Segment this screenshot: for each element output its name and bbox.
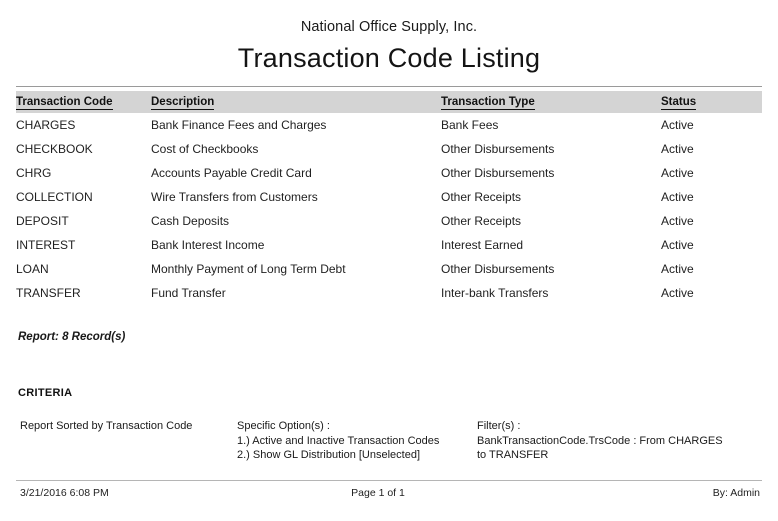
cell-status: Active [661,238,694,252]
cell-status: Active [661,190,694,204]
column-header-label: Description [151,96,215,110]
record-count: Report: 8 Record(s) [18,331,126,343]
column-header-status[interactable]: Status [661,91,762,113]
criteria-sort-column: Report Sorted by Transaction Code [20,419,230,434]
cell-description: Accounts Payable Credit Card [151,166,312,180]
table-row: LOAN Monthly Payment of Long Term Debt O… [16,257,762,281]
cell-transaction-code: INTEREST [16,238,76,252]
table-body: CHARGES Bank Finance Fees and Charges Ba… [16,113,762,305]
footer-author: By: Admin [712,487,760,499]
company-name: National Office Supply, Inc. [300,19,478,35]
cell-transaction-code: CHECKBOOK [16,142,93,156]
cell-transaction-code: COLLECTION [16,190,93,204]
footer-page-number: Page 1 of 1 [351,487,405,499]
table-row: CHRG Accounts Payable Credit Card Other … [16,161,762,185]
cell-description: Cost of Checkbooks [151,142,259,156]
criteria-option-1: 1.) Active and Inactive Transaction Code… [237,434,440,447]
cell-status: Active [661,118,694,132]
footer-divider [16,480,762,481]
criteria-options-column: Specific Option(s) : 1.) Active and Inac… [237,419,462,463]
cell-description: Wire Transfers from Customers [151,190,318,204]
title-divider [16,86,762,87]
cell-description: Bank Interest Income [151,238,265,252]
column-header-description[interactable]: Description [151,91,441,113]
cell-status: Active [661,262,694,276]
criteria-options-label: Specific Option(s) : [237,420,330,432]
cell-transaction-code: CHRG [16,166,52,180]
table-row: COLLECTION Wire Transfers from Customers… [16,185,762,209]
cell-transaction-type: Bank Fees [441,118,499,132]
footer-timestamp: 3/21/2016 6:08 PM [20,487,109,499]
table-header: Transaction Code Description Transaction… [16,91,762,113]
cell-description: Fund Transfer [151,286,226,300]
transaction-table-container: Transaction Code Description Transaction… [16,91,762,305]
cell-status: Active [661,166,694,180]
cell-transaction-code: LOAN [16,262,49,276]
cell-description: Cash Deposits [151,214,230,228]
cell-status: Active [661,214,694,228]
criteria-filters-label: Filter(s) : [477,420,521,432]
column-header-label: Status [661,96,697,110]
report-header: National Office Supply, Inc. Transaction… [0,0,778,75]
cell-status: Active [661,286,694,300]
cell-description: Bank Finance Fees and Charges [151,118,327,132]
criteria-option-2: 2.) Show GL Distribution [Unselected] [237,449,421,461]
table-row: TRANSFER Fund Transfer Inter-bank Transf… [16,281,762,305]
cell-transaction-type: Other Receipts [441,190,522,204]
criteria-filter-line-2: to TRANSFER [477,449,549,461]
cell-status: Active [661,142,694,156]
column-header-transaction-type[interactable]: Transaction Type [441,91,661,113]
column-header-label: Transaction Code [16,96,113,110]
cell-transaction-code: DEPOSIT [16,214,69,228]
report-footer: 3/21/2016 6:08 PM Page 1 of 1 By: Admin [16,487,762,503]
cell-transaction-code: CHARGES [16,118,76,132]
table-row: DEPOSIT Cash Deposits Other Receipts Act… [16,209,762,233]
criteria-columns: Report Sorted by Transaction Code Specif… [0,419,778,477]
table-header-row: Transaction Code Description Transaction… [16,91,762,113]
transaction-code-table: Transaction Code Description Transaction… [16,91,762,305]
criteria-heading: CRITERIA [18,387,73,399]
cell-transaction-type: Other Disbursements [441,166,555,180]
table-row: CHARGES Bank Finance Fees and Charges Ba… [16,113,762,137]
cell-transaction-type: Interest Earned [441,238,524,252]
cell-transaction-type: Other Disbursements [441,142,555,156]
criteria-filters-column: Filter(s) : BankTransactionCode.TrsCode … [477,419,767,463]
report-title: Transaction Code Listing [237,43,541,73]
table-row: CHECKBOOK Cost of Checkbooks Other Disbu… [16,137,762,161]
cell-transaction-type: Inter-bank Transfers [441,286,549,300]
cell-transaction-type: Other Receipts [441,214,522,228]
cell-description: Monthly Payment of Long Term Debt [151,262,346,276]
criteria-section: CRITERIA Report Sorted by Transaction Co… [0,387,778,477]
column-header-transaction-code[interactable]: Transaction Code [16,91,151,113]
criteria-sort-line: Report Sorted by Transaction Code [20,420,193,432]
table-row: INTEREST Bank Interest Income Interest E… [16,233,762,257]
cell-transaction-type: Other Disbursements [441,262,555,276]
cell-transaction-code: TRANSFER [16,286,81,300]
criteria-filter-line-1: BankTransactionCode.TrsCode : From CHARG… [477,434,723,447]
column-header-label: Transaction Type [441,96,535,110]
